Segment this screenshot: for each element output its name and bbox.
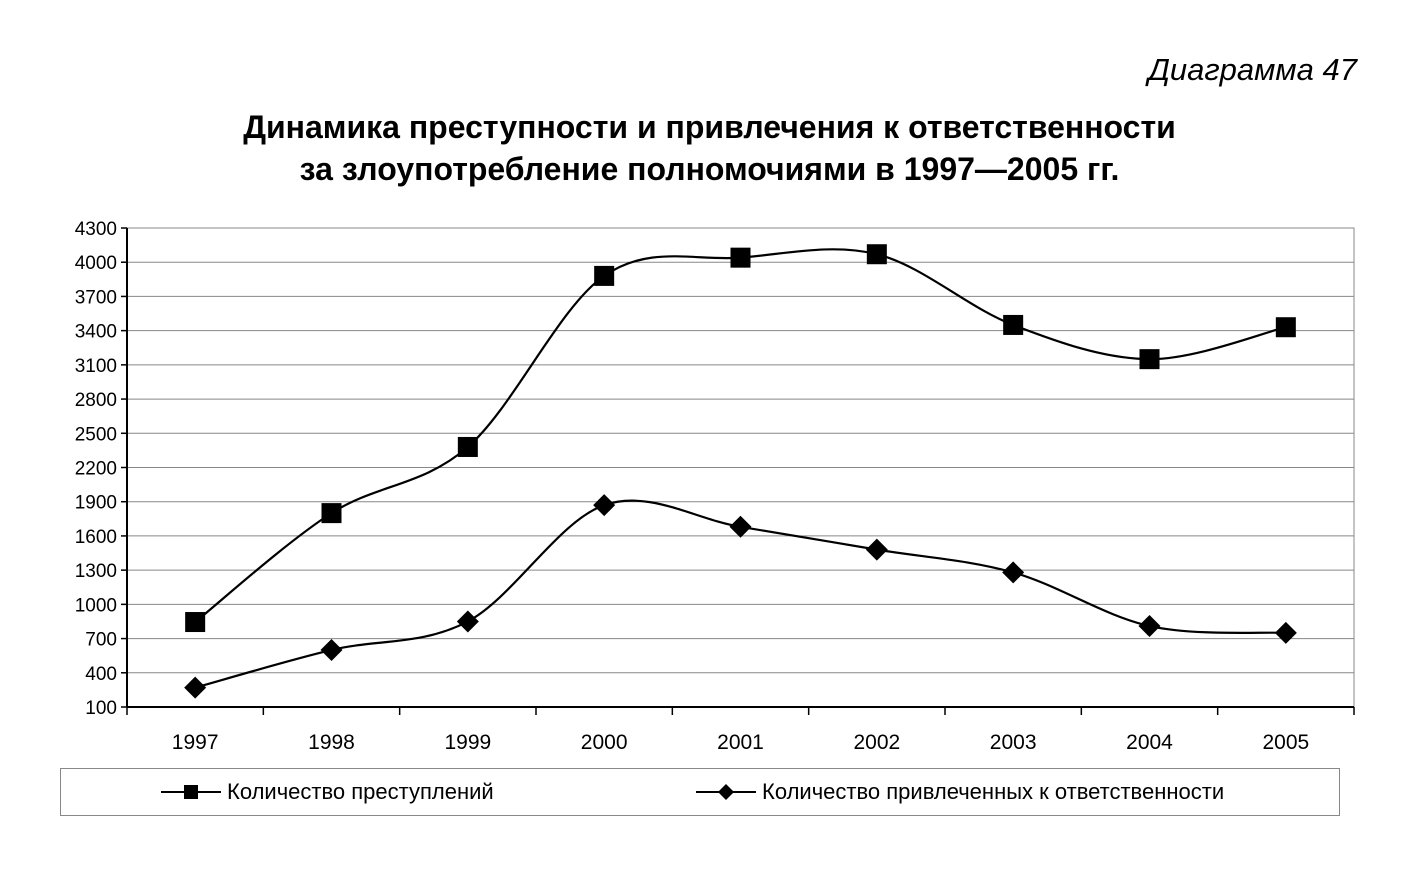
- y-tick-label: 4000: [75, 253, 117, 274]
- data-point-diamond: [1274, 621, 1297, 644]
- y-tick-label: 100: [85, 698, 117, 719]
- data-point-diamond: [1138, 615, 1161, 638]
- data-point-square: [730, 247, 751, 268]
- data-point-square: [1275, 317, 1296, 338]
- x-tick-label: 2005: [1262, 731, 1309, 754]
- data-point-diamond: [184, 676, 207, 699]
- chart-title-line-2: за злоупотребление полномочиями в 1997—2…: [299, 151, 1120, 187]
- data-point-square: [185, 612, 206, 633]
- chart-title-line-1: Динамика преступности и привлечения к от…: [243, 109, 1176, 145]
- data-point-square: [1003, 314, 1024, 335]
- data-point-square: [1139, 349, 1160, 370]
- y-tick-label: 3700: [75, 287, 117, 308]
- x-tick-label: 2000: [581, 731, 628, 754]
- legend-item-prosecuted: Количество привлеченных к ответственност…: [696, 769, 1224, 815]
- x-tick-label: 1997: [172, 731, 219, 754]
- x-tick-label: 2002: [853, 731, 900, 754]
- legend-label-crimes: Количество преступлений: [227, 779, 494, 804]
- data-point-diamond: [593, 494, 616, 517]
- data-point-diamond: [865, 538, 888, 561]
- series-line-1: [194, 248, 1287, 623]
- diagram-caption: Диаграмма 47: [1148, 52, 1357, 87]
- data-point-square: [866, 244, 887, 265]
- y-tick-label: 3100: [75, 356, 117, 377]
- x-tick-label: 2003: [990, 731, 1037, 754]
- x-tick-label: 2001: [717, 731, 764, 754]
- y-tick-label: 2800: [75, 390, 117, 411]
- y-tick-label: 2200: [75, 459, 117, 480]
- y-tick-label: 400: [85, 664, 117, 685]
- y-tick-label: 3400: [75, 322, 117, 343]
- x-tick-label: 2004: [1126, 731, 1173, 754]
- y-tick-label: 1600: [75, 527, 117, 548]
- data-point-square: [321, 503, 342, 524]
- legend-item-crimes: Количество преступлений: [161, 769, 494, 815]
- y-tick-label: 1300: [75, 561, 117, 582]
- y-tick-label: 1900: [75, 493, 117, 514]
- data-point-diamond: [1002, 561, 1025, 584]
- data-point-diamond: [456, 610, 479, 633]
- data-point-diamond: [320, 638, 343, 661]
- data-point-square: [594, 265, 615, 286]
- y-tick-label: 4300: [75, 219, 117, 240]
- chart-title: Динамика преступности и привлечения к от…: [0, 106, 1419, 190]
- data-point-square: [457, 436, 478, 457]
- legend-label-prosecuted: Количество привлеченных к ответственност…: [762, 779, 1225, 804]
- square-marker-icon: [161, 785, 221, 799]
- x-tick-label: 1998: [308, 731, 355, 754]
- y-tick-label: 2500: [75, 424, 117, 445]
- data-point-diamond: [729, 515, 752, 538]
- y-tick-label: 700: [85, 630, 117, 651]
- chart-legend: Количество преступлений Количество привл…: [60, 768, 1340, 816]
- diamond-marker-icon: [696, 784, 756, 800]
- x-tick-label: 1999: [444, 731, 491, 754]
- y-tick-label: 1000: [75, 595, 117, 616]
